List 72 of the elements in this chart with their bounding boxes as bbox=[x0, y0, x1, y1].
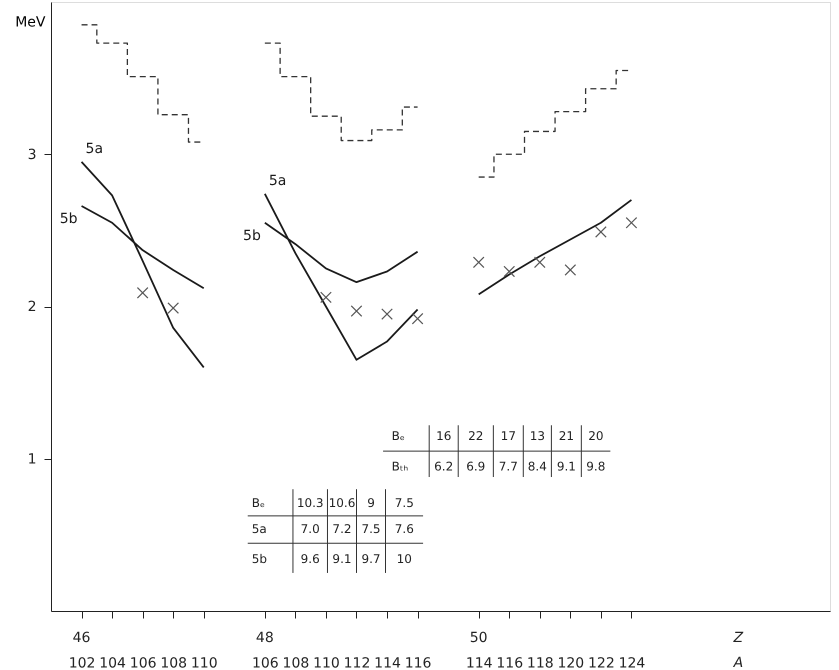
annotation: Bₑ bbox=[392, 428, 405, 443]
annotation: 7.6 bbox=[394, 522, 414, 536]
annotation: 9.6 bbox=[300, 552, 320, 566]
annotation: 6.2 bbox=[434, 459, 454, 474]
x-tick-label: 110 bbox=[313, 656, 340, 670]
annotation: 7.0 bbox=[300, 522, 320, 536]
point bbox=[564, 264, 576, 276]
x-tick-label: 118 bbox=[526, 656, 554, 670]
annotation: 7.5 bbox=[361, 522, 381, 536]
text: A bbox=[732, 655, 744, 670]
annotation: 6.9 bbox=[466, 459, 486, 474]
x-tick-label: 106 bbox=[130, 656, 157, 670]
annotation: 7.5 bbox=[394, 496, 414, 510]
annotation: 9.7 bbox=[361, 552, 381, 566]
annotation: 16 bbox=[436, 428, 452, 443]
annotation: 8.4 bbox=[528, 459, 547, 474]
annotation: 10.6 bbox=[328, 496, 356, 510]
annotation: 9.8 bbox=[586, 459, 606, 474]
annotation: Bₑ bbox=[252, 496, 265, 510]
x-tick-label: 120 bbox=[557, 656, 584, 670]
x-tick-label: 108 bbox=[282, 656, 310, 670]
x-tick-label: 114 bbox=[374, 656, 401, 670]
x-tick-label: 116 bbox=[404, 656, 432, 670]
point bbox=[412, 312, 424, 325]
x-tick-label: 116 bbox=[496, 656, 524, 670]
x-tick-label: 114 bbox=[466, 656, 493, 670]
annotation: 20 bbox=[588, 428, 604, 443]
text: 50 bbox=[470, 630, 488, 646]
x-tick-label: 106 bbox=[252, 656, 279, 670]
annotation: 21 bbox=[558, 428, 574, 443]
text: 5b bbox=[60, 211, 78, 228]
point bbox=[167, 302, 180, 314]
annotation: 10 bbox=[396, 552, 412, 566]
point bbox=[350, 305, 362, 317]
annotation: 5a bbox=[252, 522, 267, 536]
y-tick-label: 3 bbox=[28, 146, 36, 163]
y-tick-label: 1 bbox=[28, 451, 36, 468]
annotation: 10.3 bbox=[296, 496, 324, 510]
annotation: 7.2 bbox=[332, 522, 352, 536]
series-label: 5a bbox=[86, 140, 104, 157]
y-axis-title: MeV bbox=[15, 14, 46, 30]
annotation: 7.7 bbox=[498, 459, 518, 474]
x-tick-label: 102 bbox=[68, 656, 96, 670]
text: Z bbox=[732, 630, 744, 646]
point bbox=[534, 256, 546, 268]
text: 48 bbox=[256, 630, 274, 646]
point bbox=[595, 226, 607, 238]
x-tick-label: 110 bbox=[190, 656, 218, 670]
annotation: 17 bbox=[500, 428, 516, 443]
point bbox=[626, 216, 638, 229]
point bbox=[503, 266, 516, 278]
annotation: 22 bbox=[468, 428, 484, 443]
x-tick-label: 104 bbox=[99, 656, 126, 670]
annotation: 9 bbox=[367, 496, 375, 510]
point bbox=[472, 256, 485, 268]
line-series bbox=[478, 199, 632, 296]
x-tick-label: 112 bbox=[344, 656, 370, 670]
annotation: 13 bbox=[530, 428, 545, 443]
text: 5a bbox=[268, 172, 286, 189]
x-tick-label: 108 bbox=[160, 656, 188, 670]
x-tick-label: 122 bbox=[588, 656, 615, 670]
annotation: 5b bbox=[252, 552, 267, 566]
annotation: Bₜₕ bbox=[392, 459, 408, 474]
point bbox=[136, 286, 148, 299]
y-tick-label: 2 bbox=[28, 299, 36, 315]
point bbox=[381, 308, 393, 320]
point bbox=[320, 292, 332, 304]
text: 46 bbox=[72, 630, 91, 646]
annotation: 9.1 bbox=[556, 459, 576, 474]
annotation: 9.1 bbox=[332, 552, 352, 566]
series-label: 5b bbox=[243, 228, 261, 244]
x-tick-label: 124 bbox=[618, 656, 646, 670]
